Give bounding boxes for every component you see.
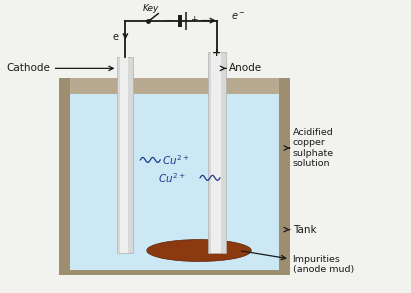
Text: −: − [164,15,172,24]
Bar [69,78,279,265]
Text: $\mathit{Cu}^{2+}$: $\mathit{Cu}^{2+}$ [162,153,190,167]
Text: $\mathit{Cu}^{2+}$: $\mathit{Cu}^{2+}$ [158,171,186,185]
Bar [208,52,226,253]
Bar [120,57,128,253]
Text: Anode: Anode [220,63,262,73]
Text: Tank: Tank [284,225,316,235]
Bar [211,52,221,253]
Text: e: e [113,32,118,42]
Text: Impurities
(anode mud): Impurities (anode mud) [242,251,354,274]
Bar [69,94,279,270]
Text: Cathode: Cathode [6,63,113,73]
Text: +: + [190,15,198,24]
Text: Key: Key [143,4,159,13]
Text: $e^-$: $e^-$ [231,11,246,22]
Text: Acidified
copper
sulphate
solution: Acidified copper sulphate solution [284,128,334,168]
Bar [59,78,290,275]
Bar [118,57,133,253]
Text: +: + [212,48,222,58]
Ellipse shape [147,240,251,261]
